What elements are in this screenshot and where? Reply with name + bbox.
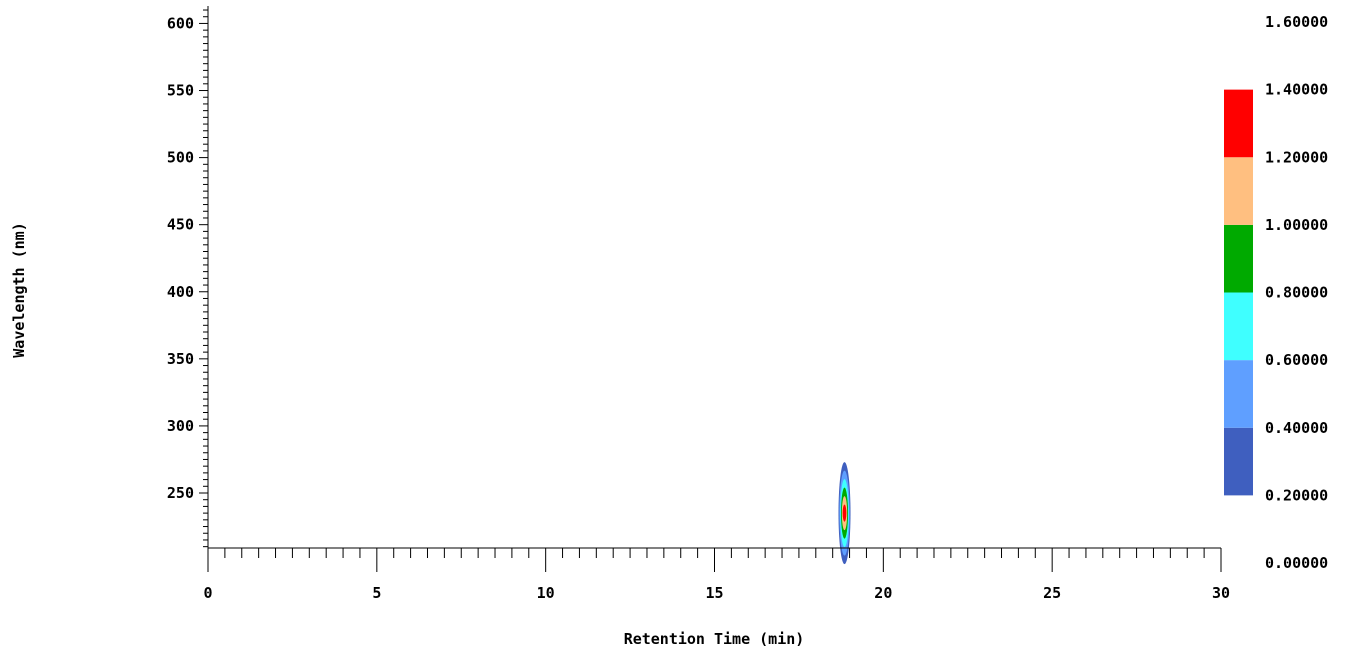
- x-tick-label: 25: [1043, 584, 1061, 602]
- x-tick-label: 5: [372, 584, 381, 602]
- x-tick-label: 10: [537, 584, 555, 602]
- y-tick-label: 600: [167, 14, 194, 32]
- y-tick-label: 550: [167, 82, 194, 100]
- y-tick-label: 500: [167, 149, 194, 167]
- x-tick-label: 20: [874, 584, 892, 602]
- colorbar-tick-label: 0.40000: [1265, 419, 1328, 437]
- y-tick-label: 450: [167, 216, 194, 234]
- x-ticks: 0 5 10 15 20 25 30: [203, 548, 1230, 602]
- colorbar-tick-label: 0.20000: [1265, 486, 1328, 504]
- y-tick-label: 400: [167, 283, 194, 301]
- y-tick-label: 350: [167, 350, 194, 368]
- colorbar-tick-label: 1.20000: [1265, 148, 1328, 166]
- colorbar-swatch: [1224, 360, 1253, 428]
- colorbar-tick-label: 1.60000: [1265, 13, 1328, 31]
- peak: [838, 462, 851, 565]
- colorbar-tick-label: 0.60000: [1265, 351, 1328, 369]
- y-tick-label: 250: [167, 484, 194, 502]
- peak-contours: [838, 462, 851, 565]
- colorbar-swatch: [1224, 292, 1253, 361]
- contour-level: [842, 504, 847, 522]
- x-tick-label: 0: [203, 584, 212, 602]
- x-tick-label: 30: [1212, 584, 1230, 602]
- colorbar-swatch: [1224, 427, 1253, 496]
- colorbar-tick-label: 1.40000: [1265, 81, 1328, 99]
- colorbar-swatch: [1224, 224, 1253, 293]
- colorbar-tick-label: 0.80000: [1265, 284, 1328, 302]
- colorbar-tick-label: 1.00000: [1265, 216, 1328, 234]
- y-axis-title: Wavelength (nm): [10, 222, 28, 357]
- colorbar: 0.00000 0.20000 0.40000 0.60000 0.80000 1.000…: [1224, 13, 1328, 572]
- x-tick-label: 15: [705, 584, 723, 602]
- x-axis-title: Retention Time (min): [624, 630, 805, 648]
- colorbar-swatch: [1224, 157, 1253, 225]
- y-tick-label: 300: [167, 417, 194, 435]
- colorbar-tick-label: 0.00000: [1265, 554, 1328, 572]
- colorbar-swatch: [1224, 89, 1253, 158]
- y-ticks: 250 300 350 400 450 500 550 600: [167, 9, 208, 548]
- axes: [207, 6, 1221, 549]
